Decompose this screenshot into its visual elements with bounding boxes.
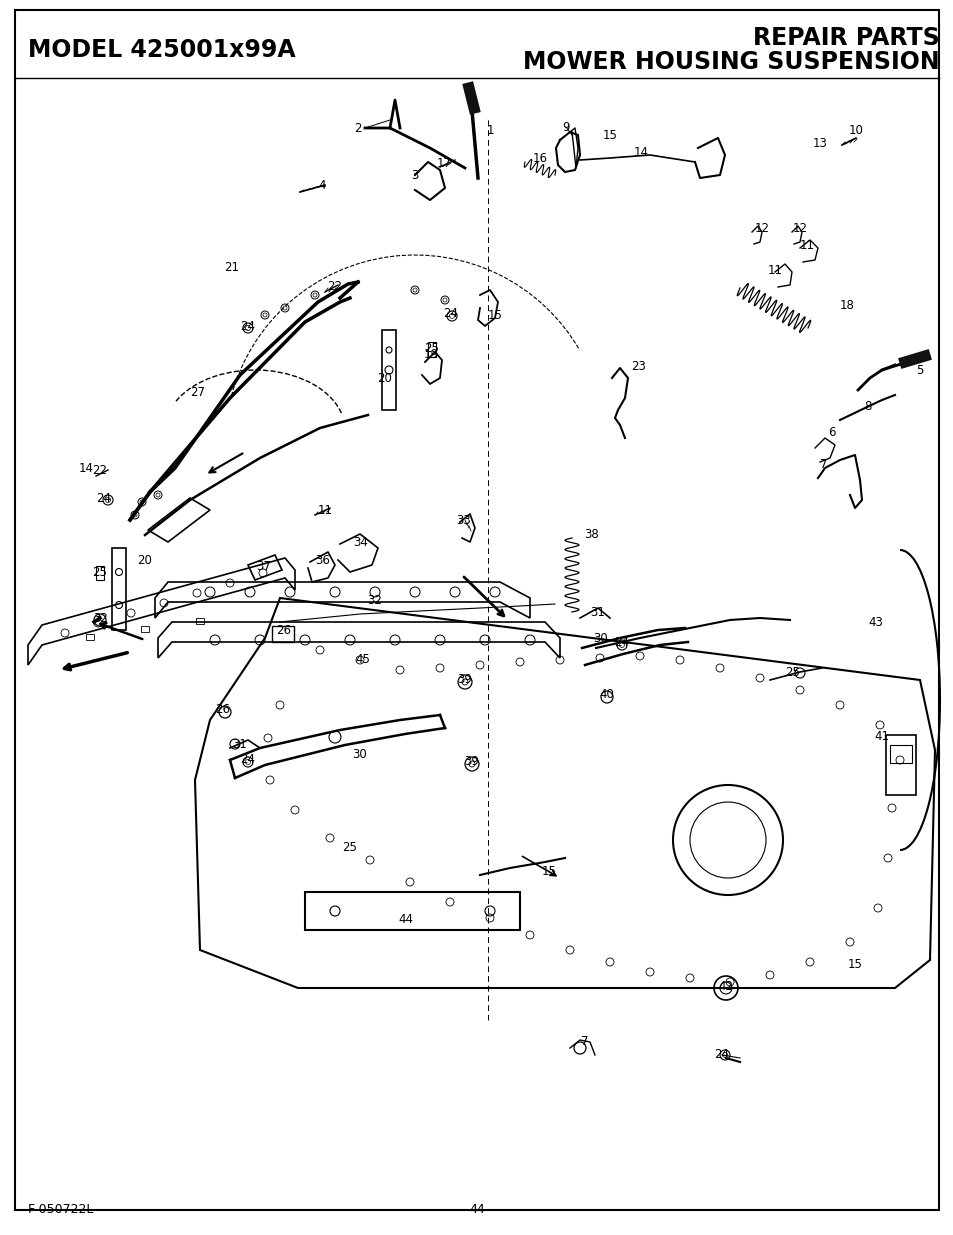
- Bar: [141, 626, 149, 632]
- Bar: [885, 735, 915, 795]
- Text: 12: 12: [792, 221, 806, 235]
- Text: 34: 34: [354, 536, 368, 550]
- Text: 11: 11: [317, 504, 333, 516]
- Text: 2: 2: [354, 121, 361, 135]
- Text: 1: 1: [486, 124, 494, 137]
- Text: 11: 11: [799, 238, 814, 252]
- Text: 15: 15: [602, 128, 617, 142]
- Text: 39: 39: [457, 673, 472, 687]
- Text: 7: 7: [820, 458, 827, 472]
- Text: F-050722L: F-050722L: [28, 1203, 94, 1216]
- Text: 39: 39: [464, 756, 479, 768]
- Text: 40: 40: [598, 688, 614, 701]
- Text: 7: 7: [580, 1035, 588, 1049]
- Bar: [96, 566, 104, 580]
- Text: 20: 20: [137, 553, 152, 567]
- Text: 11: 11: [767, 263, 781, 277]
- Text: 44: 44: [398, 914, 413, 926]
- Bar: [195, 618, 204, 624]
- Text: MODEL 425001x99A: MODEL 425001x99A: [28, 38, 295, 62]
- Text: 25: 25: [92, 566, 108, 578]
- Text: 15: 15: [487, 309, 502, 321]
- Text: 14: 14: [633, 146, 648, 158]
- Text: 21: 21: [224, 261, 239, 273]
- Text: 6: 6: [827, 426, 835, 438]
- Text: 12: 12: [754, 221, 769, 235]
- Text: 24: 24: [240, 320, 255, 332]
- Text: 31: 31: [590, 606, 605, 620]
- Text: 25: 25: [784, 667, 800, 679]
- Text: 17: 17: [436, 157, 451, 169]
- Text: 26: 26: [215, 704, 231, 716]
- Text: 10: 10: [847, 124, 862, 137]
- Text: 22: 22: [92, 463, 108, 477]
- Text: 22: 22: [327, 279, 342, 293]
- Text: 32: 32: [93, 611, 109, 625]
- Text: 3: 3: [411, 168, 418, 182]
- Text: 31: 31: [233, 739, 247, 752]
- Text: 9: 9: [561, 121, 569, 133]
- Text: 37: 37: [256, 559, 272, 573]
- Text: 18: 18: [839, 299, 854, 311]
- Bar: [428, 342, 436, 357]
- Bar: [86, 634, 94, 640]
- Text: 41: 41: [874, 730, 888, 743]
- Text: 33: 33: [456, 514, 471, 526]
- Bar: [381, 330, 395, 410]
- Text: 24: 24: [614, 636, 629, 650]
- Text: 15: 15: [846, 958, 862, 972]
- Text: 23: 23: [631, 361, 646, 373]
- Text: 27: 27: [191, 385, 205, 399]
- Text: 25: 25: [342, 841, 357, 855]
- Text: 44: 44: [469, 1203, 484, 1216]
- Text: 32: 32: [367, 594, 382, 606]
- Text: 24: 24: [96, 492, 112, 505]
- Text: 5: 5: [915, 363, 923, 377]
- Text: 24: 24: [240, 753, 255, 767]
- Text: 20: 20: [377, 372, 392, 384]
- Bar: [112, 548, 126, 630]
- Text: 16: 16: [532, 152, 547, 164]
- Text: REPAIR PARTS: REPAIR PARTS: [753, 26, 939, 49]
- Text: 26: 26: [276, 625, 292, 637]
- Text: 45: 45: [355, 653, 370, 667]
- Text: 8: 8: [863, 399, 871, 412]
- Text: 43: 43: [867, 616, 882, 630]
- Text: 36: 36: [315, 555, 330, 568]
- Text: 30: 30: [593, 631, 608, 645]
- Text: 14: 14: [78, 462, 93, 474]
- Text: 24: 24: [714, 1049, 729, 1062]
- Text: 19: 19: [423, 348, 438, 362]
- Bar: [889, 745, 911, 763]
- Bar: [272, 626, 294, 642]
- Text: MOWER HOUSING SUSPENSION: MOWER HOUSING SUSPENSION: [523, 49, 939, 74]
- Text: 24: 24: [443, 306, 458, 320]
- Text: 30: 30: [353, 748, 367, 762]
- Text: 15: 15: [541, 866, 556, 878]
- Text: 42: 42: [718, 981, 733, 993]
- Text: 38: 38: [584, 529, 598, 541]
- Bar: [305, 892, 519, 930]
- Text: 4: 4: [318, 179, 325, 191]
- Text: 13: 13: [812, 137, 826, 149]
- Text: 25: 25: [424, 342, 439, 354]
